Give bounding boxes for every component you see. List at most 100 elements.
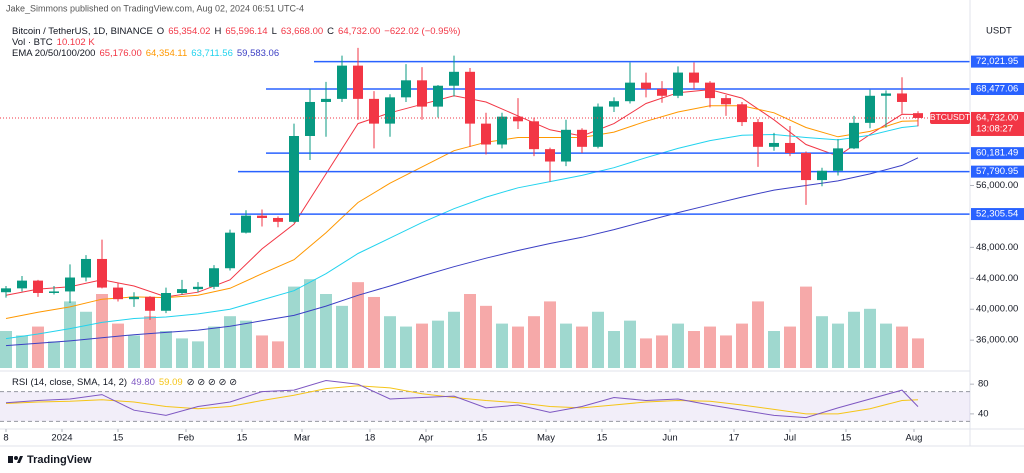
ema-readout: 59,583.06 (237, 48, 279, 59)
rsi-line (5, 379, 919, 419)
candle-body (769, 142, 779, 147)
candle-body (417, 80, 427, 107)
currency: USDT (986, 26, 1012, 37)
volume-bar (784, 326, 796, 368)
candle-body (657, 88, 667, 96)
candle-body (1, 288, 11, 293)
volume-bar (192, 341, 204, 368)
ohlc-key: L (272, 26, 277, 37)
volume-bar (832, 323, 844, 368)
volume-bar (384, 316, 396, 368)
candle-body (545, 149, 555, 162)
x-tick-label: Mar (294, 433, 310, 444)
volume-bar (672, 323, 684, 368)
candle-body (593, 106, 603, 147)
volume-bar (720, 335, 732, 368)
logo-part (8, 456, 13, 463)
candle-body (369, 98, 379, 124)
volume-bar (16, 335, 28, 368)
volume-bar (912, 338, 924, 368)
candle-body (849, 122, 859, 149)
candle-body (689, 72, 699, 83)
volume-bar (416, 323, 428, 368)
candle-body (465, 71, 475, 124)
volume-bar (576, 326, 588, 368)
candle-body (177, 289, 187, 293)
volume-bar (64, 301, 76, 368)
ohlc-key: C (327, 26, 334, 37)
ema-readout: 64,354.11 (146, 48, 188, 59)
x-tick-label: 15 (113, 433, 124, 444)
volume-bar (144, 316, 156, 368)
x-tick-label: Jun (662, 433, 677, 444)
x-tick-label: 2024 (51, 433, 72, 444)
volume-bar (352, 282, 364, 368)
volume-bar (496, 323, 508, 368)
ema-readout: 65,176.00 (99, 48, 141, 59)
volume-bar (608, 331, 620, 368)
candle-body (401, 80, 411, 98)
x-tick-label: Apr (419, 433, 434, 444)
x-tick-label: Jul (784, 433, 796, 444)
rsi-readout: 49.80 (131, 377, 155, 388)
legend-row: RSI (14, close, SMA, 14, 2) 49.80 59.09 ⊘ ⊘… (12, 377, 237, 388)
volume-bar (368, 296, 380, 368)
plot-area (0, 47, 970, 368)
rsi-line (5, 385, 919, 415)
level-label: 60,181.49 (976, 148, 1018, 159)
candle-body (609, 101, 619, 107)
ema-line (5, 125, 919, 340)
candle-body (145, 296, 155, 311)
volume-readout: 10.102 K (57, 37, 96, 48)
volume-bar (704, 326, 716, 368)
candle-body (337, 65, 347, 99)
volume-bar (336, 305, 348, 368)
x-tick-label: May (537, 433, 555, 444)
legend-row: Bitcoin / TetherUS, 1D, BINANCE O 65,354.0… (12, 26, 460, 37)
candle-body (753, 122, 763, 147)
logo-part (17, 456, 23, 463)
candle-body (497, 116, 507, 145)
candle-body (433, 85, 443, 107)
volume-bar (464, 294, 476, 368)
candle-body (881, 93, 891, 96)
legend-row: EMA 20/50/100/200 65,176.00 64,354.11 63,71… (12, 48, 279, 59)
candle-body (913, 113, 923, 118)
ohlc-value: 63,668.00 (281, 26, 323, 37)
candle-body (529, 121, 539, 150)
candle-body (33, 280, 43, 293)
volume-bar (256, 335, 268, 368)
volume-bar (896, 326, 908, 368)
level-tag (971, 165, 1024, 178)
candle-body (737, 104, 747, 123)
candle-body (385, 97, 395, 124)
level-tag (971, 83, 1024, 96)
candle-body (321, 98, 331, 102)
volume-bar (240, 320, 252, 368)
last-price-label: 64,732.00 (976, 112, 1018, 123)
candle-body (561, 129, 571, 162)
countdown: 13:08:27 (976, 123, 1013, 134)
candle-body (513, 116, 523, 122)
volume-bar (640, 338, 652, 368)
x-tick-label: 8 (3, 433, 8, 444)
rsi-icons: ⊘ ⊘ ⊘ ⊘ ⊘ (187, 377, 237, 388)
ema-line (5, 157, 919, 347)
candle-body (673, 72, 683, 96)
candle-body (801, 153, 811, 181)
volume-bar (752, 301, 764, 368)
volume-bar (688, 331, 700, 368)
footer-logo (8, 456, 23, 463)
candle-body (625, 82, 635, 102)
footer-brand: TradingView (27, 454, 92, 466)
ohlc-value: 65,596.14 (225, 26, 267, 37)
last-price-tag (971, 111, 1024, 136)
volume-bar (400, 326, 412, 368)
ema-readout: 63,711.56 (191, 48, 233, 59)
volume-bar (112, 323, 124, 368)
x-tick-label: 15 (237, 433, 248, 444)
candle-body (65, 277, 75, 292)
volume-bar (560, 323, 572, 368)
volume-bar (544, 301, 556, 368)
y-tick-label: 44,000.00 (976, 273, 1018, 284)
